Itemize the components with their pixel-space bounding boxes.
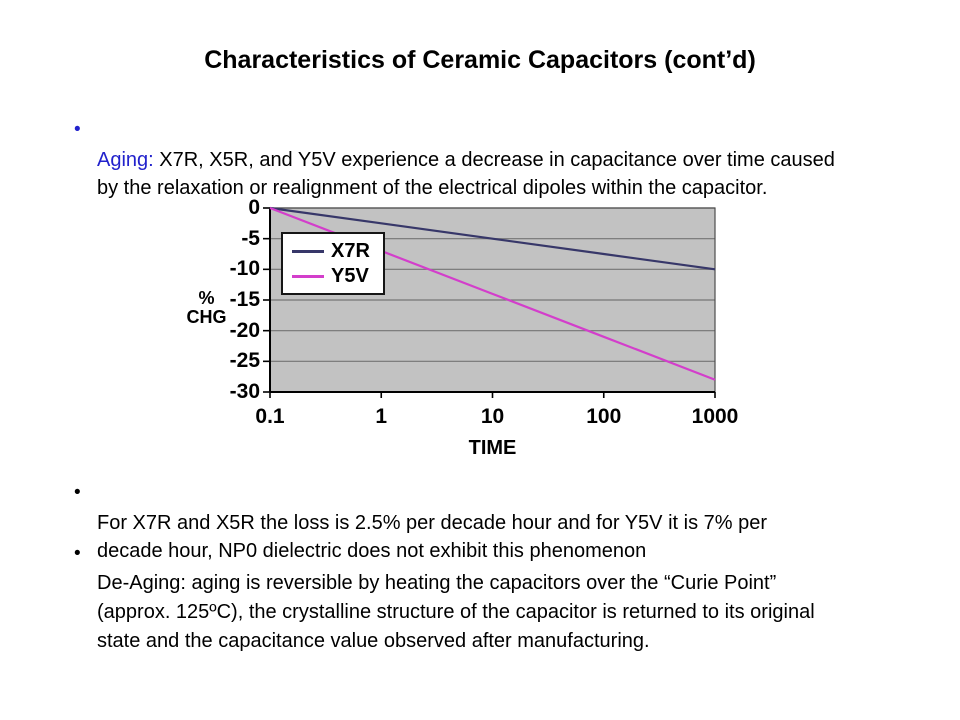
chart-legend: X7R Y5V [281, 232, 385, 295]
legend-label: Y5V [331, 265, 369, 287]
x-axis-title: TIME [468, 437, 517, 459]
bullet-loss: • For X7R and X5R the loss is 2.5% per de… [74, 480, 913, 566]
series-line-x7r [269, 206, 716, 271]
y-tick-label: -20 [229, 318, 260, 342]
x-tick-label: 1000 [691, 405, 739, 428]
legend-line-sample [292, 250, 324, 253]
y-tick-label: -25 [229, 349, 260, 373]
legend-entry-y5v: Y5V [292, 264, 383, 289]
legend-label: X7R [331, 240, 370, 262]
y-axis-title: % CHG [186, 288, 227, 327]
bullet-aging-lead: Aging: [97, 148, 154, 171]
bullet-aging-text: X7R, X5R, and Y5V experience a decrease … [97, 148, 835, 200]
y-tick-label: 0 [248, 196, 260, 219]
y-tick-label: -15 [229, 288, 260, 311]
y-tick-label: -5 [241, 226, 260, 250]
x-tick-label: 1 [375, 405, 388, 428]
x-tick-label: 0.1 [255, 405, 285, 428]
bullet-marker: • [74, 482, 81, 503]
aging-chart: 0 -5 -10 -15 -20 -25 -30 0.1 1 10 100 1000 TIME % CHG… [180, 196, 740, 460]
slide-title: Characteristics of Ceramic Capacitors (c… [204, 46, 756, 74]
legend-line-sample [292, 275, 324, 278]
bullet-marker: • [74, 543, 81, 564]
x-tick-label: 10 [480, 405, 505, 428]
bullet-marker: • [74, 119, 81, 140]
legend-entry-x7r: X7R [292, 239, 383, 264]
x-tick-label: 100 [586, 405, 622, 428]
bullet-deaging: • De-Aging: aging is reversible by heatin… [74, 540, 913, 656]
bullet-deaging-text: De-Aging: aging is reversible by heating… [97, 572, 815, 652]
y-tick-label: -10 [229, 257, 260, 281]
bullet-loss-text: For X7R and X5R the loss is 2.5% per dec… [97, 511, 767, 563]
y-tick-label: -30 [229, 380, 260, 403]
bullet-aging: • Aging: X7R, X5R, and Y5V experience a d… [74, 117, 913, 203]
